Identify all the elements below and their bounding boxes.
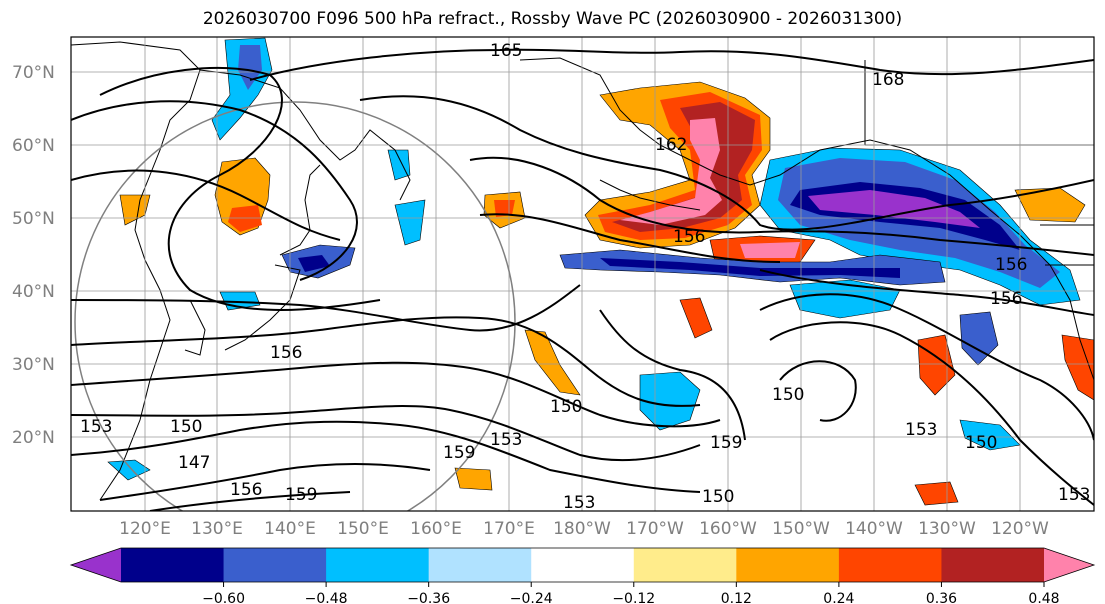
lon-label: 130°W — [918, 519, 976, 539]
colorbar: −0.60 −0.48 −0.36 −0.24 −0.12 0.12 0.24 0.36 0.4… — [69, 547, 1096, 604]
lon-label: 180°W — [553, 519, 611, 539]
shade-patch — [740, 242, 800, 258]
lon-label: 160°E — [410, 519, 462, 539]
latitude-axis: 70°N 60°N 50°N 40°N 30°N 20°N — [12, 63, 55, 448]
lat-label: 70°N — [12, 63, 55, 83]
contour-label: 153 — [490, 430, 522, 450]
contour-label: 150 — [702, 487, 734, 507]
contour-label: 159 — [710, 433, 742, 453]
shade-patch — [387, 149, 411, 181]
height-contours — [71, 48, 1094, 511]
map-border — [70, 36, 1095, 512]
contour-label-group: 165 168 162 156 156 156 156 153 150 150 … — [80, 41, 1090, 513]
lat-label: 30°N — [12, 355, 55, 375]
shade-patch — [494, 200, 515, 217]
shade-patch — [679, 297, 713, 339]
lat-label: 20°N — [12, 428, 55, 448]
coastline-asia — [71, 41, 201, 501]
shade-patch — [600, 258, 900, 278]
colorbar-segment — [736, 548, 840, 582]
map-title: 2026030700 F096 500 hPa refract., Rossby… — [202, 9, 903, 29]
colorbar-segment — [838, 548, 942, 582]
colorbar-segment — [223, 548, 327, 582]
contour-label: 153 — [80, 417, 112, 437]
colorbar-extend-low — [71, 548, 121, 582]
shade-patch — [238, 45, 262, 90]
lat-label: 60°N — [12, 136, 55, 156]
contour-label: 159 — [443, 443, 475, 463]
colorbar-tick-label: −0.48 — [305, 591, 348, 604]
contour-label: 153 — [563, 493, 595, 513]
colorbar-tick-label: 0.48 — [1028, 591, 1059, 604]
lon-label: 120°E — [119, 519, 171, 539]
colorbar-segment — [941, 548, 1045, 582]
shade-patch — [959, 419, 1021, 451]
coastlines — [71, 41, 1094, 501]
shade-patch — [524, 329, 581, 396]
lon-label: 140°W — [845, 519, 903, 539]
contour-label: 150 — [772, 385, 804, 405]
shade-patch — [454, 467, 493, 491]
colorbar-segment — [633, 548, 737, 582]
shade-patch — [228, 205, 262, 232]
colorbar-outline — [69, 547, 1096, 583]
coastline-korea — [184, 299, 206, 356]
shade-patch — [298, 255, 330, 272]
colorbar-segment — [531, 548, 635, 582]
contour-label: 165 — [490, 41, 522, 61]
lon-label: 150°W — [772, 519, 830, 539]
lat-label: 50°N — [12, 209, 55, 229]
lon-label: 130°E — [191, 519, 243, 539]
coastline-aleutians — [599, 179, 701, 211]
lon-label: 140°E — [264, 519, 316, 539]
colorbar-tick-label: 0.24 — [823, 591, 854, 604]
colorbar-segment — [326, 548, 430, 582]
lon-label: 120°W — [991, 519, 1049, 539]
contour-label: 162 — [655, 135, 687, 155]
coastline-north-america — [519, 57, 1094, 381]
coastline-kamchatka — [199, 69, 411, 201]
lon-label: 150°E — [337, 519, 389, 539]
contour-label: 159 — [285, 485, 317, 505]
contour-label: 150 — [170, 417, 202, 437]
contour-label: 156 — [673, 227, 705, 247]
lon-label: 170°W — [626, 519, 684, 539]
colorbar-tick-label: −0.12 — [612, 591, 655, 604]
contour-label: 153 — [905, 420, 937, 440]
shade-patch — [107, 459, 151, 481]
contour-label: 150 — [965, 433, 997, 453]
lon-label: 170°E — [483, 519, 535, 539]
lat-label: 40°N — [12, 282, 55, 302]
reference-circle — [74, 101, 516, 511]
border-states — [1040, 224, 1094, 266]
colorbar-tick-label: −0.24 — [510, 591, 553, 604]
colorbar-tick-label: 0.12 — [721, 591, 752, 604]
contour-label: 156 — [230, 480, 262, 500]
contour-label: 153 — [1058, 485, 1090, 505]
contour-label: 156 — [995, 255, 1027, 275]
lon-label: 160°W — [699, 519, 757, 539]
contour-label: 150 — [550, 397, 582, 417]
shade-patch — [1061, 334, 1094, 401]
shade-patch — [789, 279, 901, 319]
colorbar-segment — [121, 548, 225, 582]
contour-label: 156 — [270, 343, 302, 363]
shade-patch — [394, 199, 426, 246]
colorbar-tick-label: −0.36 — [407, 591, 450, 604]
refractivity-shading — [107, 37, 1094, 506]
graticule — [71, 37, 1094, 511]
colorbar-extend-high — [1044, 548, 1094, 582]
colorbar-segment — [428, 548, 532, 582]
longitude-axis: 120°E 130°E 140°E 150°E 160°E 170°E 180°… — [119, 519, 1049, 539]
coastline-sakhalin — [279, 164, 321, 256]
colorbar-tick-label: −0.60 — [202, 591, 245, 604]
contour-label: 147 — [178, 453, 210, 473]
contour-label: 168 — [872, 70, 904, 90]
shade-patch — [808, 190, 980, 228]
colorbar-tick-label: 0.36 — [926, 591, 957, 604]
contour-label: 156 — [990, 289, 1022, 309]
